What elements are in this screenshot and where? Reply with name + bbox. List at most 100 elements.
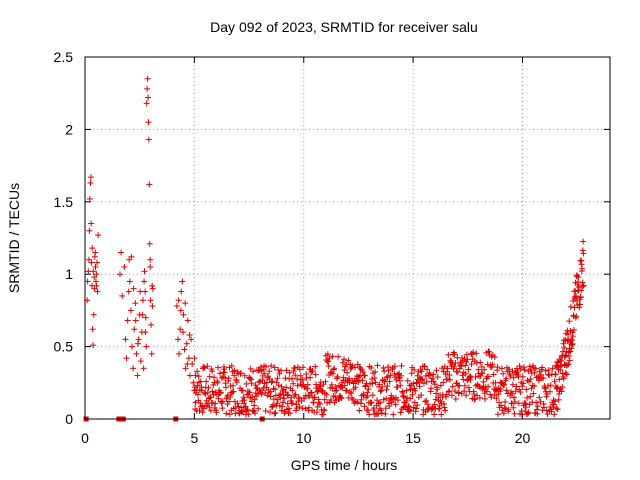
data-point <box>369 380 376 387</box>
data-point <box>573 292 580 299</box>
data-point <box>411 366 418 373</box>
data-point <box>468 361 475 368</box>
data-point <box>359 368 366 375</box>
data-point <box>437 382 444 389</box>
data-point <box>405 402 412 409</box>
data-point <box>177 307 184 314</box>
data-point <box>93 282 100 289</box>
data-point <box>525 368 532 375</box>
data-point <box>240 394 247 401</box>
data-point <box>400 393 407 400</box>
data-point <box>268 362 275 369</box>
data-point <box>125 288 132 295</box>
data-point <box>421 363 428 370</box>
data-point <box>378 387 385 394</box>
data-point <box>227 393 234 400</box>
data-point <box>359 377 366 384</box>
data-point <box>308 389 315 396</box>
data-point <box>222 384 229 391</box>
data-point <box>542 367 549 374</box>
data-point <box>149 282 156 289</box>
data-point <box>350 380 357 387</box>
data-point <box>446 376 453 383</box>
data-point <box>228 362 235 369</box>
data-point <box>527 393 534 400</box>
data-point <box>142 288 149 295</box>
data-point <box>200 363 207 370</box>
data-point <box>190 379 197 386</box>
data-point <box>175 297 182 304</box>
data-point <box>279 387 286 394</box>
data-point <box>559 370 566 377</box>
data-point <box>270 401 277 408</box>
data-point <box>465 366 472 373</box>
data-point <box>454 369 461 376</box>
data-point <box>216 370 223 377</box>
data-point <box>288 394 295 401</box>
data-point <box>182 300 189 307</box>
data-point <box>221 369 228 376</box>
y-tick-label: 2 <box>65 121 73 137</box>
data-point <box>377 388 384 395</box>
data-point <box>143 100 150 107</box>
data-point <box>414 402 421 409</box>
data-point <box>503 375 510 382</box>
data-point <box>569 337 576 344</box>
data-point <box>142 314 149 321</box>
data-point <box>543 393 550 400</box>
data-point <box>448 392 455 399</box>
data-point <box>398 362 405 369</box>
data-point <box>283 384 290 391</box>
data-point <box>137 288 144 295</box>
data-point <box>344 369 351 376</box>
data-point <box>278 367 284 374</box>
data-point <box>377 399 384 406</box>
data-point <box>92 249 99 256</box>
data-point <box>92 278 99 285</box>
data-point <box>361 372 368 379</box>
data-point <box>386 378 393 385</box>
data-point <box>404 377 411 384</box>
data-point <box>289 375 296 382</box>
data-point <box>335 353 342 360</box>
data-point <box>539 364 546 371</box>
data-point <box>126 278 133 285</box>
data-point <box>512 388 519 395</box>
data-point <box>397 382 404 389</box>
data-point <box>519 383 526 390</box>
data-point <box>324 351 331 358</box>
data-point <box>88 259 95 266</box>
data-point <box>509 390 516 397</box>
data-point <box>296 366 303 373</box>
data-layer <box>83 75 587 422</box>
data-point <box>451 351 458 358</box>
data-point <box>511 398 518 405</box>
data-point <box>382 410 389 417</box>
y-tick-label: 0.5 <box>54 339 74 355</box>
data-point <box>302 405 309 412</box>
data-point <box>418 368 425 375</box>
data-point <box>549 365 556 372</box>
data-point <box>255 379 262 386</box>
data-point <box>225 375 232 382</box>
data-point <box>434 374 441 381</box>
data-point <box>226 411 233 418</box>
data-point <box>250 368 257 375</box>
data-point <box>567 303 574 310</box>
data-point <box>241 372 248 379</box>
data-point <box>477 359 484 366</box>
data-point <box>128 253 135 260</box>
data-point <box>212 400 219 407</box>
data-point <box>187 372 193 379</box>
data-point <box>147 297 154 304</box>
data-point <box>252 382 259 389</box>
data-point <box>554 358 561 365</box>
data-point <box>531 369 538 376</box>
data-point <box>576 301 583 308</box>
data-point <box>144 85 151 92</box>
data-point <box>117 271 123 278</box>
data-point <box>446 388 453 395</box>
data-point <box>374 362 381 369</box>
data-point <box>240 408 247 415</box>
